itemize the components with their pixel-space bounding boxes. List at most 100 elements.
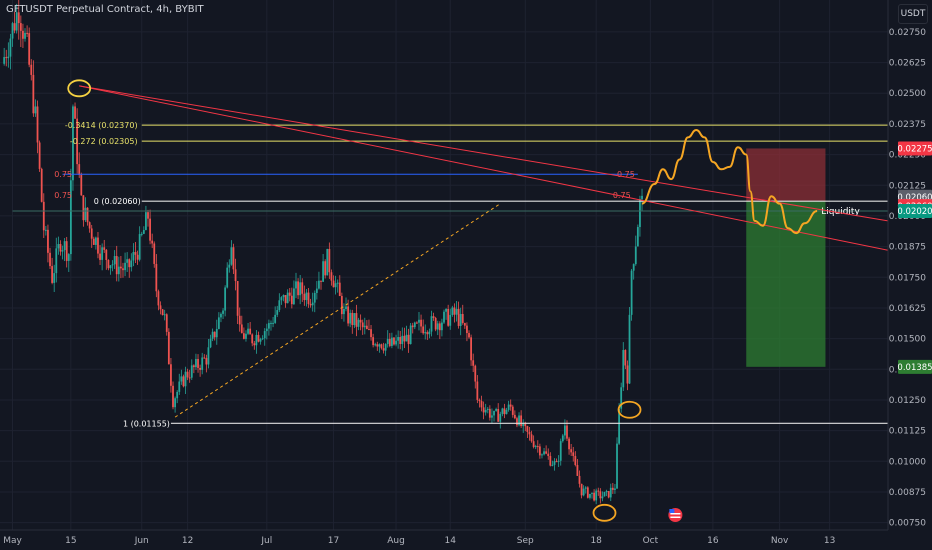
candle-body <box>570 449 573 453</box>
candle-body <box>413 322 416 328</box>
candle-body <box>163 314 166 316</box>
candle-body <box>470 337 472 361</box>
time-tick-label: 13 <box>824 536 835 546</box>
event-flag-stripe <box>670 516 681 518</box>
candle-body <box>424 332 427 334</box>
candle-body <box>322 261 324 282</box>
time-axis[interactable]: May 15 Jun 12 Jul 17 Aug 14 Sep 18 Oct 16 Nov 13 <box>0 529 888 550</box>
candle-body <box>493 410 495 416</box>
candle-body <box>511 406 514 415</box>
candle-body <box>117 266 120 275</box>
candle-body <box>578 475 581 484</box>
candle-body <box>113 256 116 265</box>
candle-body <box>516 418 518 426</box>
candle-body <box>616 443 618 489</box>
level-label: 1 (0.01155) <box>123 419 170 428</box>
candle-body <box>411 325 414 328</box>
candle-body <box>282 295 285 298</box>
candle-body <box>434 318 437 330</box>
event-flag-stripe <box>670 513 681 515</box>
candle-body <box>268 323 270 329</box>
candle-body <box>632 264 635 271</box>
candle-body <box>176 391 179 399</box>
candle-body <box>553 461 556 465</box>
candle-body <box>405 334 408 342</box>
projection-path <box>641 129 818 235</box>
candle-body <box>259 339 262 342</box>
candle-body <box>338 282 341 296</box>
candle-body <box>355 313 358 327</box>
candle-body <box>436 323 439 330</box>
price-tag <box>898 141 932 156</box>
candle-body <box>288 292 291 296</box>
candle-body <box>90 228 93 239</box>
candle-body <box>622 350 625 388</box>
candle-body <box>232 247 235 270</box>
price-tag-label: 0.02060 <box>897 193 932 203</box>
candle-body <box>390 337 393 346</box>
candle-body <box>601 496 604 499</box>
candle-body <box>476 381 479 400</box>
candle-body <box>536 446 539 448</box>
candle-body <box>186 371 189 378</box>
chart-title: GFTUSDT Perpetual Contract, 4h, BYBIT <box>6 4 204 15</box>
candle-body <box>3 57 6 64</box>
price-tag <box>898 204 932 219</box>
candle-body <box>274 314 277 323</box>
candle-body <box>299 282 302 296</box>
candle-body <box>255 334 258 346</box>
candle-body <box>528 431 531 435</box>
candle-body <box>372 337 375 346</box>
price-tick-label: 0.02125 <box>889 181 926 191</box>
price-axis[interactable]: 0.02750 0.02625 0.02500 0.02375 0.02250 0.021… <box>887 0 932 550</box>
candle-body <box>49 252 51 267</box>
candle-body <box>459 313 462 326</box>
candle-body <box>564 425 566 436</box>
level-075-label: 0.75 <box>617 170 635 179</box>
candle-body <box>361 322 364 328</box>
level-075-label: 0.75 <box>54 191 72 200</box>
candle-body <box>513 414 516 419</box>
candle-body <box>199 367 202 370</box>
currency-button[interactable]: USDT <box>898 4 928 24</box>
time-tick-label: 15 <box>65 536 76 546</box>
candle-body <box>42 201 45 231</box>
candle-body <box>543 451 545 455</box>
candle-body <box>170 364 172 386</box>
candle-body <box>161 309 164 315</box>
highlight-circle <box>617 400 642 419</box>
candle-body <box>626 365 629 384</box>
candle-body <box>603 491 606 497</box>
candle-body <box>132 252 135 261</box>
candle-body <box>82 195 85 221</box>
candle-body <box>236 281 239 316</box>
candle-body <box>545 451 548 454</box>
time-tick-label: Jul <box>260 536 272 546</box>
price-tick-label: 0.01750 <box>889 273 926 283</box>
candle-body <box>428 331 431 335</box>
candle-body <box>384 343 387 351</box>
candle-body <box>40 168 43 202</box>
candle-body <box>526 426 529 432</box>
candle-body <box>9 38 12 57</box>
candle-body <box>159 305 162 310</box>
candle-body <box>605 491 608 493</box>
candle-body <box>44 229 47 231</box>
candle-body <box>572 452 575 456</box>
candle-body <box>286 292 289 304</box>
position-zones <box>746 148 826 367</box>
candle-body <box>67 254 70 261</box>
candle-body <box>59 244 62 252</box>
candle-body <box>468 333 470 338</box>
candle-body <box>549 456 552 466</box>
candle-body <box>447 308 450 326</box>
candle-body <box>184 371 187 387</box>
candle-body <box>420 319 422 327</box>
candle-body <box>353 313 356 326</box>
candle-body <box>211 331 214 339</box>
price-tag-label: 0.02020 <box>897 207 932 217</box>
candle-body <box>426 332 429 335</box>
candle-body <box>207 347 210 365</box>
candle-body <box>76 118 79 165</box>
